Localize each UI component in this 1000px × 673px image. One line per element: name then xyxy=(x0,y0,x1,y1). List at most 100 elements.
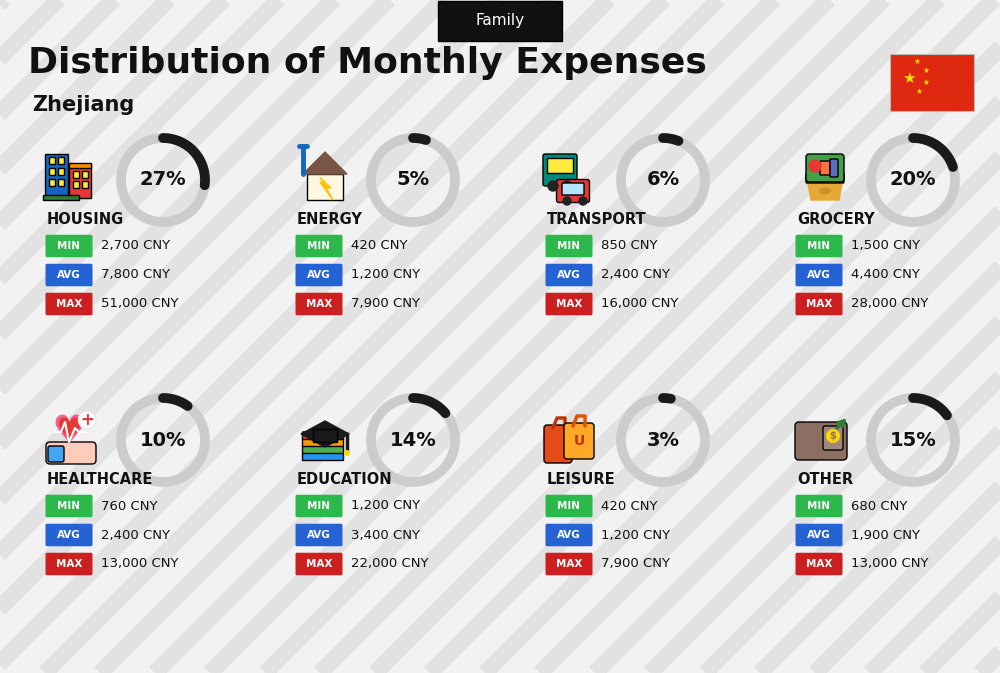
Text: MAX: MAX xyxy=(56,299,82,309)
FancyBboxPatch shape xyxy=(295,264,342,286)
Circle shape xyxy=(826,429,840,443)
FancyBboxPatch shape xyxy=(73,171,78,178)
Polygon shape xyxy=(320,178,333,200)
Text: 16,000 CNY: 16,000 CNY xyxy=(601,297,678,310)
Text: OTHER: OTHER xyxy=(797,472,853,487)
FancyBboxPatch shape xyxy=(546,553,592,575)
Text: ★: ★ xyxy=(916,87,922,96)
FancyBboxPatch shape xyxy=(45,235,92,257)
Text: EDUCATION: EDUCATION xyxy=(297,472,393,487)
FancyBboxPatch shape xyxy=(546,495,592,518)
Text: 850 CNY: 850 CNY xyxy=(601,240,658,252)
Text: 3,400 CNY: 3,400 CNY xyxy=(351,528,420,542)
Text: 10%: 10% xyxy=(140,431,186,450)
Text: AVG: AVG xyxy=(807,270,831,280)
FancyBboxPatch shape xyxy=(69,163,91,168)
Text: HEALTHCARE: HEALTHCARE xyxy=(47,472,153,487)
Text: MIN: MIN xyxy=(58,501,80,511)
FancyBboxPatch shape xyxy=(820,161,830,175)
FancyBboxPatch shape xyxy=(58,168,64,175)
FancyBboxPatch shape xyxy=(307,174,343,200)
Text: 420 CNY: 420 CNY xyxy=(601,499,658,513)
Text: 14%: 14% xyxy=(390,431,436,450)
Text: 1,900 CNY: 1,900 CNY xyxy=(851,528,920,542)
Text: ★: ★ xyxy=(914,57,920,65)
Text: ★: ★ xyxy=(923,77,929,87)
Text: 680 CNY: 680 CNY xyxy=(851,499,907,513)
FancyBboxPatch shape xyxy=(796,235,843,257)
Text: AVG: AVG xyxy=(307,270,331,280)
Text: 1,200 CNY: 1,200 CNY xyxy=(601,528,670,542)
FancyBboxPatch shape xyxy=(795,422,847,460)
FancyBboxPatch shape xyxy=(543,154,577,186)
Circle shape xyxy=(344,450,350,456)
Text: MAX: MAX xyxy=(306,299,332,309)
FancyBboxPatch shape xyxy=(556,180,590,203)
FancyBboxPatch shape xyxy=(58,179,64,186)
Text: Zhejiang: Zhejiang xyxy=(32,95,134,115)
Text: +: + xyxy=(80,411,94,429)
Text: 2,700 CNY: 2,700 CNY xyxy=(101,240,170,252)
Circle shape xyxy=(809,160,821,172)
FancyBboxPatch shape xyxy=(45,553,92,575)
Text: MIN: MIN xyxy=(558,501,580,511)
Text: 5%: 5% xyxy=(396,170,430,190)
FancyBboxPatch shape xyxy=(313,429,337,442)
FancyBboxPatch shape xyxy=(547,158,573,173)
Circle shape xyxy=(579,197,587,205)
Text: 13,000 CNY: 13,000 CNY xyxy=(851,557,928,571)
Text: MIN: MIN xyxy=(308,241,330,251)
Text: HOUSING: HOUSING xyxy=(47,213,124,227)
Text: 1,500 CNY: 1,500 CNY xyxy=(851,240,920,252)
FancyBboxPatch shape xyxy=(438,1,562,41)
FancyBboxPatch shape xyxy=(806,154,844,182)
FancyBboxPatch shape xyxy=(796,524,843,546)
Text: 7,900 CNY: 7,900 CNY xyxy=(601,557,670,571)
Text: MIN: MIN xyxy=(808,501,830,511)
Text: 1,200 CNY: 1,200 CNY xyxy=(351,499,420,513)
Text: 7,900 CNY: 7,900 CNY xyxy=(351,297,420,310)
FancyBboxPatch shape xyxy=(302,432,344,439)
FancyBboxPatch shape xyxy=(58,157,64,164)
FancyBboxPatch shape xyxy=(295,495,342,518)
Text: MAX: MAX xyxy=(556,299,582,309)
FancyBboxPatch shape xyxy=(302,453,344,460)
Text: 760 CNY: 760 CNY xyxy=(101,499,158,513)
FancyBboxPatch shape xyxy=(796,264,843,286)
FancyBboxPatch shape xyxy=(82,181,88,188)
Text: 1,200 CNY: 1,200 CNY xyxy=(351,269,420,281)
Text: 13,000 CNY: 13,000 CNY xyxy=(101,557,178,571)
Text: MIN: MIN xyxy=(558,241,580,251)
Text: AVG: AVG xyxy=(57,530,81,540)
Text: 4,400 CNY: 4,400 CNY xyxy=(851,269,920,281)
Text: 7,800 CNY: 7,800 CNY xyxy=(101,269,170,281)
Text: AVG: AVG xyxy=(557,530,581,540)
FancyBboxPatch shape xyxy=(295,524,342,546)
FancyBboxPatch shape xyxy=(45,524,92,546)
FancyBboxPatch shape xyxy=(49,179,55,186)
FancyBboxPatch shape xyxy=(823,426,843,450)
FancyBboxPatch shape xyxy=(302,439,344,446)
Text: MAX: MAX xyxy=(306,559,332,569)
Text: 20%: 20% xyxy=(890,170,936,190)
FancyBboxPatch shape xyxy=(45,495,92,518)
Text: 2,400 CNY: 2,400 CNY xyxy=(101,528,170,542)
Text: 6%: 6% xyxy=(646,170,680,190)
Text: ♥: ♥ xyxy=(52,413,86,451)
FancyBboxPatch shape xyxy=(49,157,55,164)
FancyBboxPatch shape xyxy=(295,553,342,575)
Text: AVG: AVG xyxy=(57,270,81,280)
Text: MAX: MAX xyxy=(556,559,582,569)
FancyBboxPatch shape xyxy=(45,154,68,198)
FancyBboxPatch shape xyxy=(546,235,592,257)
Text: GROCERY: GROCERY xyxy=(797,213,875,227)
Circle shape xyxy=(563,197,571,205)
FancyBboxPatch shape xyxy=(82,171,88,178)
Text: $: $ xyxy=(830,431,836,441)
Polygon shape xyxy=(303,152,347,174)
FancyBboxPatch shape xyxy=(562,183,584,195)
Text: Distribution of Monthly Expenses: Distribution of Monthly Expenses xyxy=(28,46,707,80)
FancyBboxPatch shape xyxy=(73,181,78,188)
Text: 22,000 CNY: 22,000 CNY xyxy=(351,557,428,571)
FancyBboxPatch shape xyxy=(890,55,974,112)
